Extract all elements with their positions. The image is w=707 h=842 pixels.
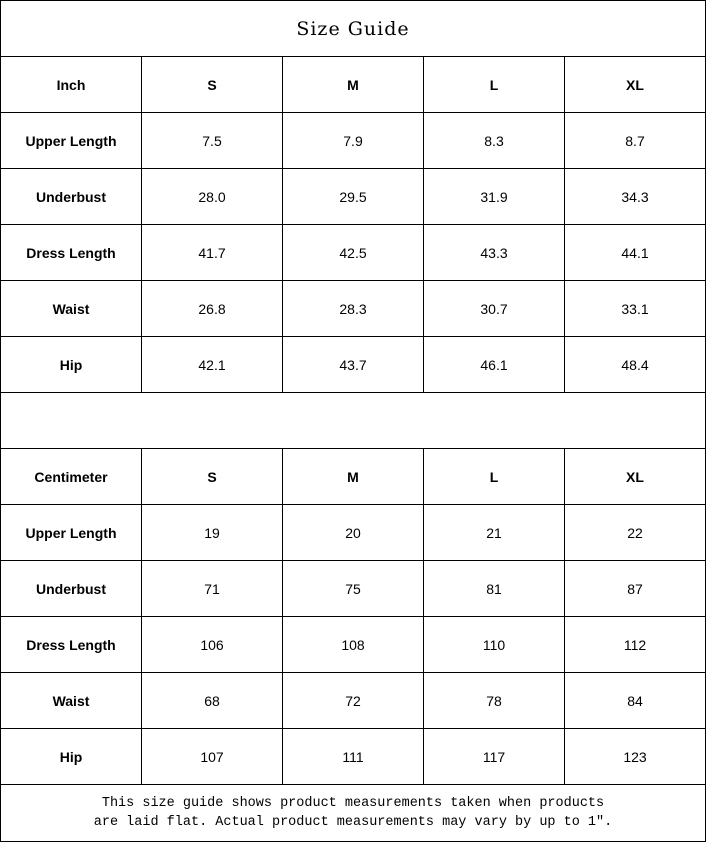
table-row: Upper Length 19 20 21 22 bbox=[0, 504, 706, 561]
measurement-value: 30.7 bbox=[423, 280, 565, 337]
unit-header: Centimeter bbox=[0, 448, 142, 505]
table-row: Upper Length 7.5 7.9 8.3 8.7 bbox=[0, 112, 706, 169]
footer-note: This size guide shows product measuremen… bbox=[0, 784, 706, 842]
measurement-value: 20 bbox=[282, 504, 424, 561]
measurement-value: 78 bbox=[423, 672, 565, 729]
measurement-value: 28.0 bbox=[141, 168, 283, 225]
measurement-value: 33.1 bbox=[564, 280, 706, 337]
measurement-value: 21 bbox=[423, 504, 565, 561]
measurement-value: 68 bbox=[141, 672, 283, 729]
measurement-value: 43.3 bbox=[423, 224, 565, 281]
measurement-value: 112 bbox=[564, 616, 706, 673]
table-row: Underbust 28.0 29.5 31.9 34.3 bbox=[0, 168, 706, 225]
measurement-value: 108 bbox=[282, 616, 424, 673]
measurement-value: 111 bbox=[282, 728, 424, 785]
size-header-s: S bbox=[141, 448, 283, 505]
measurement-value: 75 bbox=[282, 560, 424, 617]
table-row: Waist 26.8 28.3 30.7 33.1 bbox=[0, 280, 706, 337]
measurement-value: 19 bbox=[141, 504, 283, 561]
measurement-value: 7.9 bbox=[282, 112, 424, 169]
measurement-value: 107 bbox=[141, 728, 283, 785]
measurement-value: 48.4 bbox=[564, 336, 706, 393]
measurement-label: Upper Length bbox=[0, 504, 142, 561]
measurement-label: Waist bbox=[0, 672, 142, 729]
page-title: Size Guide bbox=[0, 0, 706, 57]
table-row: Dress Length 41.7 42.5 43.3 44.1 bbox=[0, 224, 706, 281]
measurement-value: 110 bbox=[423, 616, 565, 673]
measurement-label: Dress Length bbox=[0, 616, 142, 673]
size-header-s: S bbox=[141, 56, 283, 113]
measurement-value: 84 bbox=[564, 672, 706, 729]
measurement-value: 42.1 bbox=[141, 336, 283, 393]
footer-row: This size guide shows product measuremen… bbox=[0, 784, 706, 842]
measurement-value: 29.5 bbox=[282, 168, 424, 225]
size-header-l: L bbox=[423, 448, 565, 505]
measurement-value: 43.7 bbox=[282, 336, 424, 393]
measurement-value: 26.8 bbox=[141, 280, 283, 337]
measurement-value: 46.1 bbox=[423, 336, 565, 393]
measurement-value: 42.5 bbox=[282, 224, 424, 281]
size-header-m: M bbox=[282, 56, 424, 113]
footer-line-1: This size guide shows product measuremen… bbox=[101, 796, 605, 811]
measurement-label: Waist bbox=[0, 280, 142, 337]
unit-header: Inch bbox=[0, 56, 142, 113]
table-row: Hip 107 111 117 123 bbox=[0, 728, 706, 785]
measurement-value: 28.3 bbox=[282, 280, 424, 337]
measurement-value: 87 bbox=[564, 560, 706, 617]
table-row: Underbust 71 75 81 87 bbox=[0, 560, 706, 617]
title-row: Size Guide bbox=[0, 0, 706, 57]
measurement-value: 106 bbox=[141, 616, 283, 673]
table-row: Hip 42.1 43.7 46.1 48.4 bbox=[0, 336, 706, 393]
measurement-value: 8.3 bbox=[423, 112, 565, 169]
measurement-value: 71 bbox=[141, 560, 283, 617]
inch-header-row: Inch S M L XL bbox=[0, 56, 706, 113]
table-row: Waist 68 72 78 84 bbox=[0, 672, 706, 729]
measurement-value: 34.3 bbox=[564, 168, 706, 225]
measurement-value: 22 bbox=[564, 504, 706, 561]
measurement-value: 123 bbox=[564, 728, 706, 785]
spacer-cell bbox=[0, 392, 706, 449]
measurement-label: Hip bbox=[0, 336, 142, 393]
measurement-value: 8.7 bbox=[564, 112, 706, 169]
size-header-l: L bbox=[423, 56, 565, 113]
size-header-m: M bbox=[282, 448, 424, 505]
measurement-value: 31.9 bbox=[423, 168, 565, 225]
size-header-xl: XL bbox=[564, 56, 706, 113]
footer-line-2: are laid flat. Actual product measuremen… bbox=[93, 815, 613, 830]
size-header-xl: XL bbox=[564, 448, 706, 505]
measurement-label: Hip bbox=[0, 728, 142, 785]
measurement-label: Underbust bbox=[0, 168, 142, 225]
measurement-label: Dress Length bbox=[0, 224, 142, 281]
spacer-row bbox=[0, 392, 706, 449]
measurement-label: Upper Length bbox=[0, 112, 142, 169]
measurement-value: 81 bbox=[423, 560, 565, 617]
table-row: Dress Length 106 108 110 112 bbox=[0, 616, 706, 673]
measurement-value: 44.1 bbox=[564, 224, 706, 281]
measurement-label: Underbust bbox=[0, 560, 142, 617]
cm-header-row: Centimeter S M L XL bbox=[0, 448, 706, 505]
measurement-value: 72 bbox=[282, 672, 424, 729]
measurement-value: 7.5 bbox=[141, 112, 283, 169]
measurement-value: 117 bbox=[423, 728, 565, 785]
measurement-value: 41.7 bbox=[141, 224, 283, 281]
